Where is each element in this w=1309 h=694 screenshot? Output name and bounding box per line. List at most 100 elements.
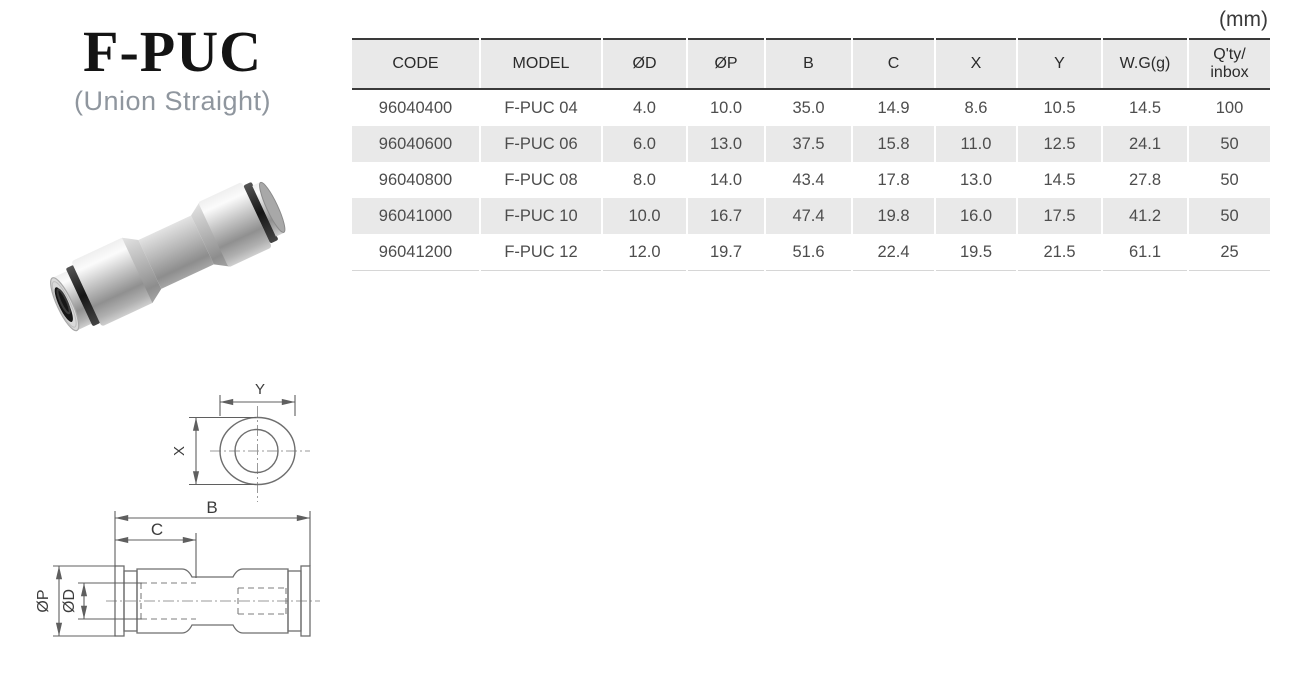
table-cell: 17.5 <box>1017 198 1103 234</box>
column-header-label: B <box>803 54 814 72</box>
column-header-label: Q'ty/ <box>1213 45 1246 63</box>
table-cell: 14.9 <box>852 89 936 126</box>
table-row-2: 96040800 F-PUC 08 8.0 14.0 43.4 17.8 13.0 14.5 2… <box>352 162 1270 198</box>
dim-label-od: ØD <box>61 589 78 613</box>
table-cell: 21.5 <box>1017 234 1103 271</box>
table-row-3: 96041000 F-PUC 10 10.0 16.7 47.4 19.8 16.0 17.5… <box>352 198 1270 234</box>
column-header-7: Y <box>1017 38 1103 90</box>
column-header-4: B <box>765 38 853 90</box>
column-header-label: ØD <box>632 54 657 72</box>
table-cell: 25 <box>1188 234 1270 271</box>
column-header-label: MODEL <box>512 54 570 72</box>
table-cell: 8.0 <box>602 162 688 198</box>
table-cell: 17.8 <box>852 162 936 198</box>
column-header-label: CODE <box>392 54 439 72</box>
table-cell: 43.4 <box>765 162 853 198</box>
column-header-0: CODE <box>352 38 481 90</box>
fitting-right-body <box>199 182 272 267</box>
table-cell: 13.0 <box>935 162 1018 198</box>
table-cell: 15.8 <box>852 126 936 162</box>
table-cell: 16.7 <box>687 198 766 234</box>
table-cell: 24.1 <box>1102 126 1189 162</box>
table-cell: 27.8 <box>1102 162 1189 198</box>
spec-table: CODE MODEL ØD ØP B C X Y W.G(g) Q'ty/inbox 960404… <box>352 38 1270 271</box>
table-row-1: 96040600 F-PUC 06 6.0 13.0 37.5 15.8 11.0 12.5 2… <box>352 126 1270 162</box>
top-view-inner-circle <box>234 428 279 474</box>
column-header-label: ØP <box>714 54 738 72</box>
column-header-8: W.G(g) <box>1102 38 1189 90</box>
brand-block: F-PUC (Union Straight) <box>25 19 320 117</box>
top-view-outer-circle <box>219 416 296 486</box>
table-cell: 14.5 <box>1017 162 1103 198</box>
table-cell: 12.5 <box>1017 126 1103 162</box>
column-header-label: W.G(g) <box>1119 54 1171 72</box>
spec-table-container: CODE MODEL ØD ØP B C X Y W.G(g) Q'ty/inbox 960404… <box>352 38 1270 271</box>
table-cell: 19.5 <box>935 234 1018 271</box>
table-cell: F-PUC 10 <box>480 198 603 234</box>
fitting-left-oring <box>66 265 101 326</box>
page-title: F-PUC <box>83 19 262 84</box>
unit-label: (mm) <box>1219 8 1268 31</box>
table-row-0: 96040400 F-PUC 04 4.0 10.0 35.0 14.9 8.6 10.5 14… <box>352 89 1270 126</box>
dim-label-y: Y <box>255 381 265 398</box>
table-cell: 13.0 <box>687 126 766 162</box>
table-cell: 10.0 <box>602 198 688 234</box>
table-cell: F-PUC 04 <box>480 89 603 126</box>
table-cell: 96041000 <box>352 198 481 234</box>
table-cell: 51.6 <box>765 234 853 271</box>
table-cell: 35.0 <box>765 89 853 126</box>
dim-label-b: B <box>206 498 217 517</box>
drawing-top-view: Y X <box>171 381 310 502</box>
table-cell: 50 <box>1188 198 1270 234</box>
table-cell: F-PUC 12 <box>480 234 603 271</box>
table-cell: 10.0 <box>687 89 766 126</box>
column-header-label: X <box>970 54 982 72</box>
drawing-side-view: B C ØP ØD <box>35 498 320 637</box>
table-cell: 50 <box>1188 162 1270 198</box>
table-body: 96040400 F-PUC 04 4.0 10.0 35.0 14.9 8.6 10.5 14… <box>352 89 1270 271</box>
side-view-body <box>136 568 289 634</box>
product-photo <box>50 181 286 332</box>
side-view-right-cap <box>300 565 311 637</box>
table-cell: 10.5 <box>1017 89 1103 126</box>
column-header-6: X <box>935 38 1018 90</box>
table-cell: 96040600 <box>352 126 481 162</box>
column-header-2: ØD <box>602 38 688 90</box>
table-cell: 100 <box>1188 89 1270 126</box>
column-header-5: C <box>852 38 936 90</box>
table-row-4: 96041200 F-PUC 12 12.0 19.7 51.6 22.4 19.5 21.5… <box>352 234 1270 271</box>
dim-label-op: ØP <box>35 589 52 612</box>
table-cell: 41.2 <box>1102 198 1189 234</box>
table-cell: 50 <box>1188 126 1270 162</box>
column-header-9: Q'ty/inbox <box>1188 38 1270 90</box>
table-cell: F-PUC 08 <box>480 162 603 198</box>
table-cell: 14.0 <box>687 162 766 198</box>
table-cell: F-PUC 06 <box>480 126 603 162</box>
fitting-center-waist <box>138 215 214 289</box>
dim-label-c: C <box>151 520 163 539</box>
table-cell: 6.0 <box>602 126 688 162</box>
table-header: CODE MODEL ØD ØP B C X Y W.G(g) Q'ty/inbox <box>352 38 1270 90</box>
table-cell: 19.7 <box>687 234 766 271</box>
page-subtitle: (Union Straight) <box>73 85 272 116</box>
table-cell: 16.0 <box>935 198 1018 234</box>
table-cell: 61.1 <box>1102 234 1189 271</box>
table-cell: 19.8 <box>852 198 936 234</box>
table-cell: 22.4 <box>852 234 936 271</box>
column-header-3: ØP <box>687 38 766 90</box>
table-cell: 4.0 <box>602 89 688 126</box>
column-header-label-line2: inbox <box>1210 64 1249 81</box>
dim-label-x: X <box>171 446 188 456</box>
table-cell: 11.0 <box>935 126 1018 162</box>
column-header-label: Y <box>1054 54 1065 72</box>
column-header-label: C <box>887 54 900 72</box>
table-cell: 96041200 <box>352 234 481 271</box>
table-cell: 96040400 <box>352 89 481 126</box>
column-header-1: MODEL <box>480 38 603 90</box>
table-cell: 96040800 <box>352 162 481 198</box>
technical-drawing: Y X <box>35 381 320 637</box>
table-cell: 12.0 <box>602 234 688 271</box>
table-cell: 37.5 <box>765 126 853 162</box>
table-header-row: CODE MODEL ØD ØP B C X Y W.G(g) Q'ty/inbox <box>352 38 1270 90</box>
